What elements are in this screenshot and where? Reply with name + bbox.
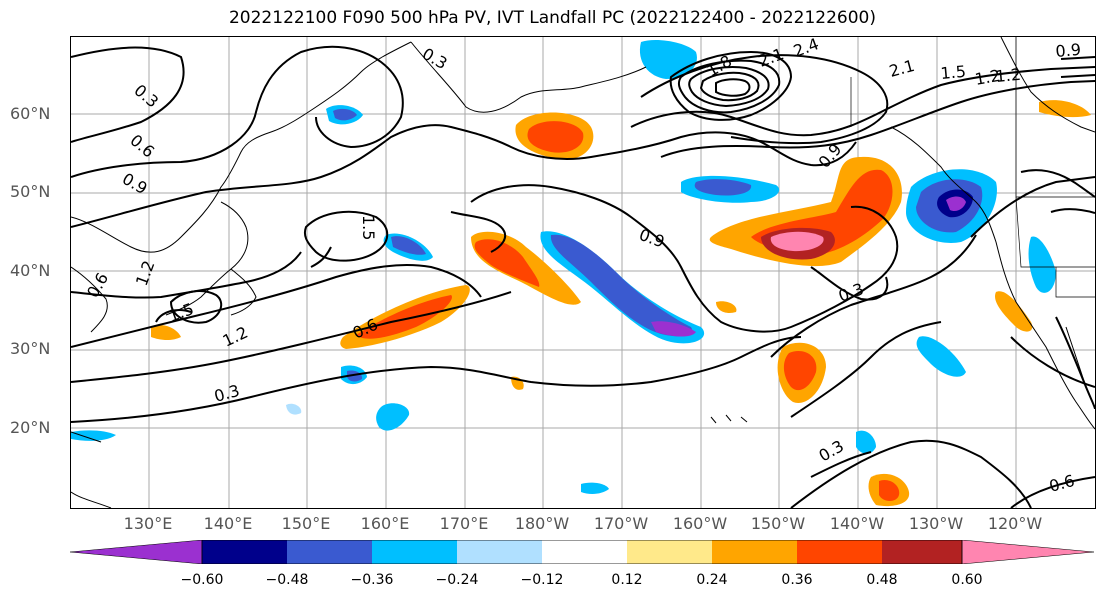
colorbar-tick: −0.60 xyxy=(180,572,224,588)
lon-label: 170°E xyxy=(439,514,489,533)
lon-label: 160°E xyxy=(360,514,410,533)
contour-label: 0.9 xyxy=(815,140,846,172)
coastlines xyxy=(71,37,1095,508)
colorbar-tick: −0.24 xyxy=(435,572,479,588)
shaded-anomalies xyxy=(71,40,1091,507)
colorbar-segment xyxy=(882,540,962,564)
colorbar-segment xyxy=(457,540,542,564)
contour-label: 1.8 xyxy=(704,51,736,80)
contour-label: 1.5 xyxy=(359,215,378,240)
map-area: 0.3 0.6 0.9 1.2 1.5 1.8 2.1 2.4 0.9 0.3 … xyxy=(70,36,1096,509)
colorbar-segment xyxy=(961,540,1094,564)
contour-label: 0.6 xyxy=(1047,471,1077,496)
colorbar-tick: 0.36 xyxy=(781,572,813,588)
lon-label: 150°W xyxy=(750,514,806,533)
lon-label: 130°W xyxy=(908,514,964,533)
lon-label: 130°E xyxy=(123,514,173,533)
colorbar-segment xyxy=(70,540,203,564)
contour-label: 0.9 xyxy=(1055,40,1082,61)
colorbar-segment xyxy=(542,540,627,564)
colorbar-tick: 0.48 xyxy=(866,572,898,588)
colorbar-segment xyxy=(202,540,287,564)
contour-label: 1.2 xyxy=(220,323,251,351)
lat-label-40n: 40°N xyxy=(10,261,51,280)
map-svg: 0.3 0.6 0.9 1.2 1.5 1.8 2.1 2.4 0.9 0.3 … xyxy=(71,37,1095,508)
contour-label: 0.3 xyxy=(419,44,451,73)
colorbar-tick: 0.60 xyxy=(951,572,983,588)
colorbar-segment xyxy=(372,540,457,564)
lat-label-20n: 20°N xyxy=(10,418,51,437)
colorbar-segment xyxy=(712,540,797,564)
colorbar-tick: −0.48 xyxy=(265,572,309,588)
colorbar-segment xyxy=(287,540,372,564)
contour-label: 1.2 xyxy=(973,66,1001,89)
contour-label: 2.4 xyxy=(791,37,821,61)
contour-label: 1.2 xyxy=(132,258,159,288)
lat-label-50n: 50°N xyxy=(10,182,51,201)
lon-label: 140°E xyxy=(203,514,253,533)
lon-label: 160°W xyxy=(672,514,728,533)
colorbar-tick: 0.12 xyxy=(611,572,643,588)
contour-label: 2.1 xyxy=(756,44,786,71)
colorbar-tick: −0.36 xyxy=(350,572,394,588)
colorbar-segment xyxy=(627,540,712,564)
lon-label: 120°W xyxy=(987,514,1043,533)
colorbar xyxy=(70,540,1094,564)
contour-label: 0.6 xyxy=(126,131,158,162)
pv-contours xyxy=(71,45,1095,508)
lat-label-60n: 60°N xyxy=(10,104,51,123)
lon-label: 150°E xyxy=(281,514,331,533)
contour-label: 0.3 xyxy=(130,81,162,112)
colorbar-segment xyxy=(797,540,882,564)
lon-label: 180°W xyxy=(514,514,570,533)
contour-label: 1.2 xyxy=(995,65,1022,86)
lon-label: 140°W xyxy=(829,514,885,533)
lat-label-30n: 30°N xyxy=(10,339,51,358)
lon-label: 170°W xyxy=(593,514,649,533)
contour-label: 0.9 xyxy=(119,169,151,198)
contour-label: 0.3 xyxy=(212,381,242,406)
contour-label: 0.9 xyxy=(637,225,667,252)
contour-label: 1.5 xyxy=(940,62,967,83)
map-title: 2022122100 F090 500 hPa PV, IVT Landfall… xyxy=(228,8,876,28)
colorbar-tick: 0.24 xyxy=(696,572,728,588)
colorbar-tick: −0.12 xyxy=(520,572,564,588)
contour-label: 2.1 xyxy=(887,56,917,81)
borders xyxy=(850,37,1095,298)
